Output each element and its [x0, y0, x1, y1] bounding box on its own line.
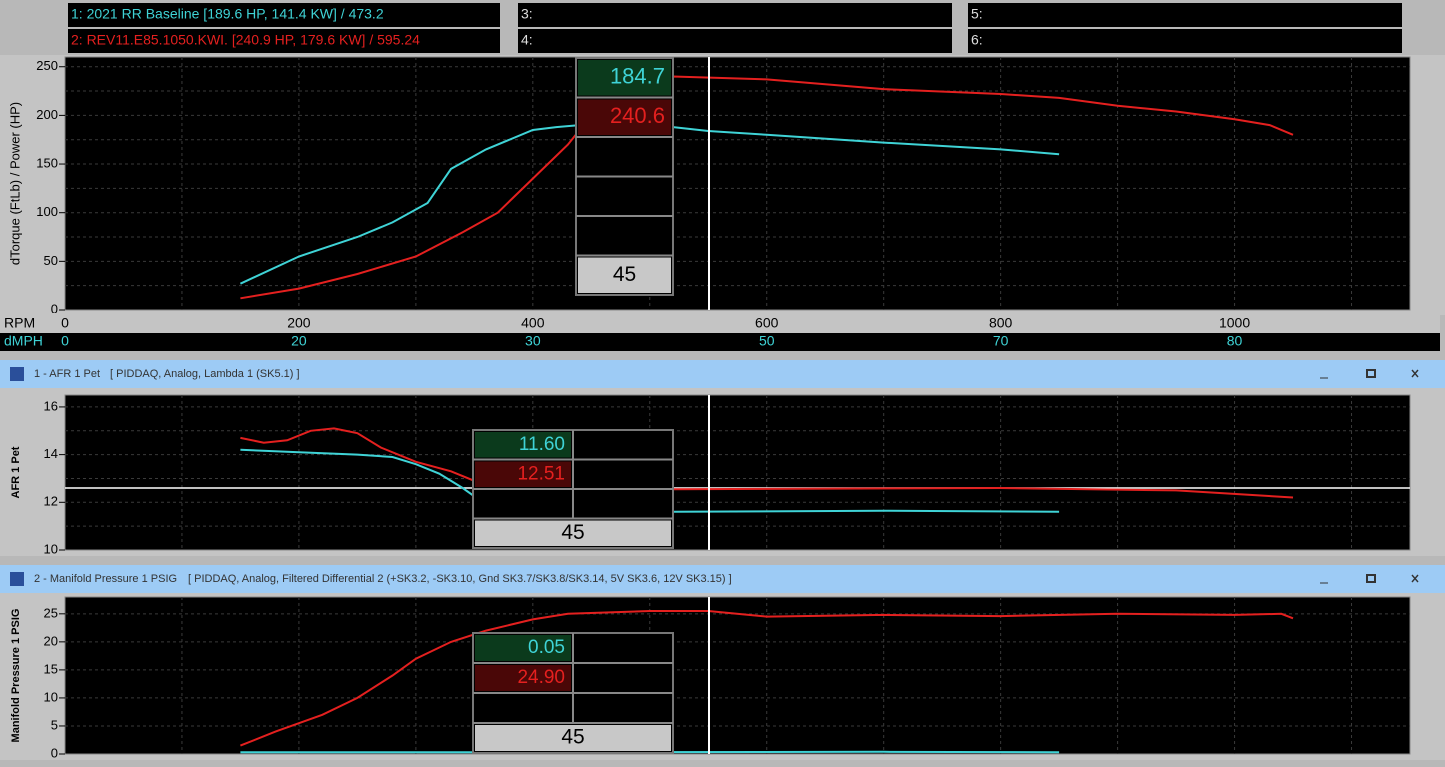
y-tick-label: 0	[51, 301, 58, 316]
legend-label: 4:	[521, 32, 533, 48]
y-axis-label: AFR 1 Pet	[10, 446, 22, 498]
plot-area	[64, 394, 1411, 551]
minimize-button[interactable]	[1305, 567, 1343, 591]
window-source: [ PIDDAQ, Analog, Lambda 1 (SK5.1) ]	[110, 368, 300, 380]
legend-box	[68, 3, 500, 27]
legend-label: 6:	[971, 32, 983, 48]
minimize-button[interactable]	[1305, 362, 1343, 386]
x-axis-label: RPM	[4, 315, 35, 331]
x-tick-label: 800	[989, 315, 1013, 331]
x2-tick-label: 80	[1227, 333, 1243, 349]
x-tick-label: 600	[755, 315, 779, 331]
y-tick-label: 12	[44, 494, 58, 509]
window-title-bar	[0, 360, 1445, 388]
readout-label-cell	[578, 257, 671, 293]
legend-box	[518, 3, 952, 27]
y-tick-label: 150	[36, 155, 58, 170]
x2-tick-label: 70	[993, 333, 1009, 349]
legend-label: 1: 2021 RR Baseline [189.6 HP, 141.4 KW]…	[71, 6, 384, 22]
plot-area	[64, 56, 1411, 311]
close-button[interactable]	[1398, 567, 1436, 591]
readout-cell	[475, 635, 571, 661]
y-tick-label: 50	[44, 253, 58, 268]
legend-label: 5:	[971, 6, 983, 22]
window-title: 1 - AFR 1 Pet	[34, 368, 100, 380]
x2-axis-label: dMPH	[4, 333, 43, 349]
mph-row	[0, 333, 1440, 351]
readout-cell	[475, 461, 571, 487]
x2-tick-label: 0	[61, 333, 69, 349]
x2-tick-label: 20	[291, 333, 307, 349]
window-title-bar	[0, 565, 1445, 593]
close-button[interactable]	[1398, 362, 1436, 386]
readout-label-cell	[475, 725, 671, 751]
legend-label: 2: REV11.E85.1050.KWI. [240.9 HP, 179.6 …	[71, 32, 420, 48]
y-tick-label: 10	[44, 541, 58, 556]
close-glyph	[1411, 574, 1419, 583]
y-axis-label: dTorque (FtLb) / Power (HP)	[7, 102, 22, 265]
readout-label: 45	[561, 521, 584, 544]
x-tick-label: 400	[521, 315, 545, 331]
x2-tick-label: 30	[525, 333, 541, 349]
y-tick-label: 20	[44, 633, 58, 648]
readout-value: 240.6	[610, 103, 665, 128]
y-tick-label: 5	[51, 717, 58, 732]
y-tick-label: 10	[44, 689, 58, 704]
x-tick-label: 1000	[1219, 315, 1250, 331]
readout-value: 11.60	[519, 434, 565, 455]
x2-tick-label: 50	[759, 333, 775, 349]
y-tick-label: 16	[44, 398, 58, 413]
window-icon	[10, 572, 24, 586]
readout-cell	[475, 432, 571, 458]
series-line	[240, 610, 1294, 747]
readout-label-cell	[475, 520, 671, 546]
readout-cell	[578, 99, 671, 135]
y-tick-label: 15	[44, 661, 58, 676]
maximize-button[interactable]	[1352, 567, 1390, 591]
readout-cell	[475, 665, 571, 691]
y-tick-label: 14	[44, 446, 58, 461]
maximize-glyph	[1366, 574, 1376, 583]
readout-value: 12.51	[517, 463, 565, 484]
maximize-glyph	[1366, 369, 1376, 378]
y-tick-label: 100	[36, 204, 58, 219]
close-glyph	[1411, 369, 1419, 378]
series-line	[239, 124, 1060, 285]
readout-cell	[578, 60, 671, 96]
readout-label: 45	[613, 263, 636, 286]
y-tick-label: 200	[36, 107, 58, 122]
legend-label: 3:	[521, 6, 533, 22]
window-icon	[10, 367, 24, 381]
y-tick-label: 0	[51, 745, 58, 760]
readout-value: 0.05	[528, 637, 565, 658]
y-tick-label: 250	[36, 58, 58, 73]
window-source: [ PIDDAQ, Analog, Filtered Differential …	[188, 573, 732, 585]
plot-area	[64, 596, 1411, 755]
rpm-row	[0, 313, 1440, 333]
x-tick-label: 0	[61, 315, 69, 331]
series-line	[240, 427, 1294, 499]
readout-value: 184.7	[610, 64, 665, 89]
legend-box	[968, 3, 1402, 27]
window-title: 2 - Manifold Pressure 1 PSIG	[34, 573, 177, 585]
readout-label: 45	[561, 726, 584, 749]
y-axis-label: Manifold Pressure 1 PSIG	[10, 609, 22, 743]
readout-value: 24.90	[517, 667, 565, 688]
maximize-button[interactable]	[1352, 362, 1390, 386]
legend-box	[68, 29, 500, 53]
legend-box	[518, 29, 952, 53]
legend-box	[968, 29, 1402, 53]
x-tick-label: 200	[287, 315, 311, 331]
y-tick-label: 25	[44, 605, 58, 620]
